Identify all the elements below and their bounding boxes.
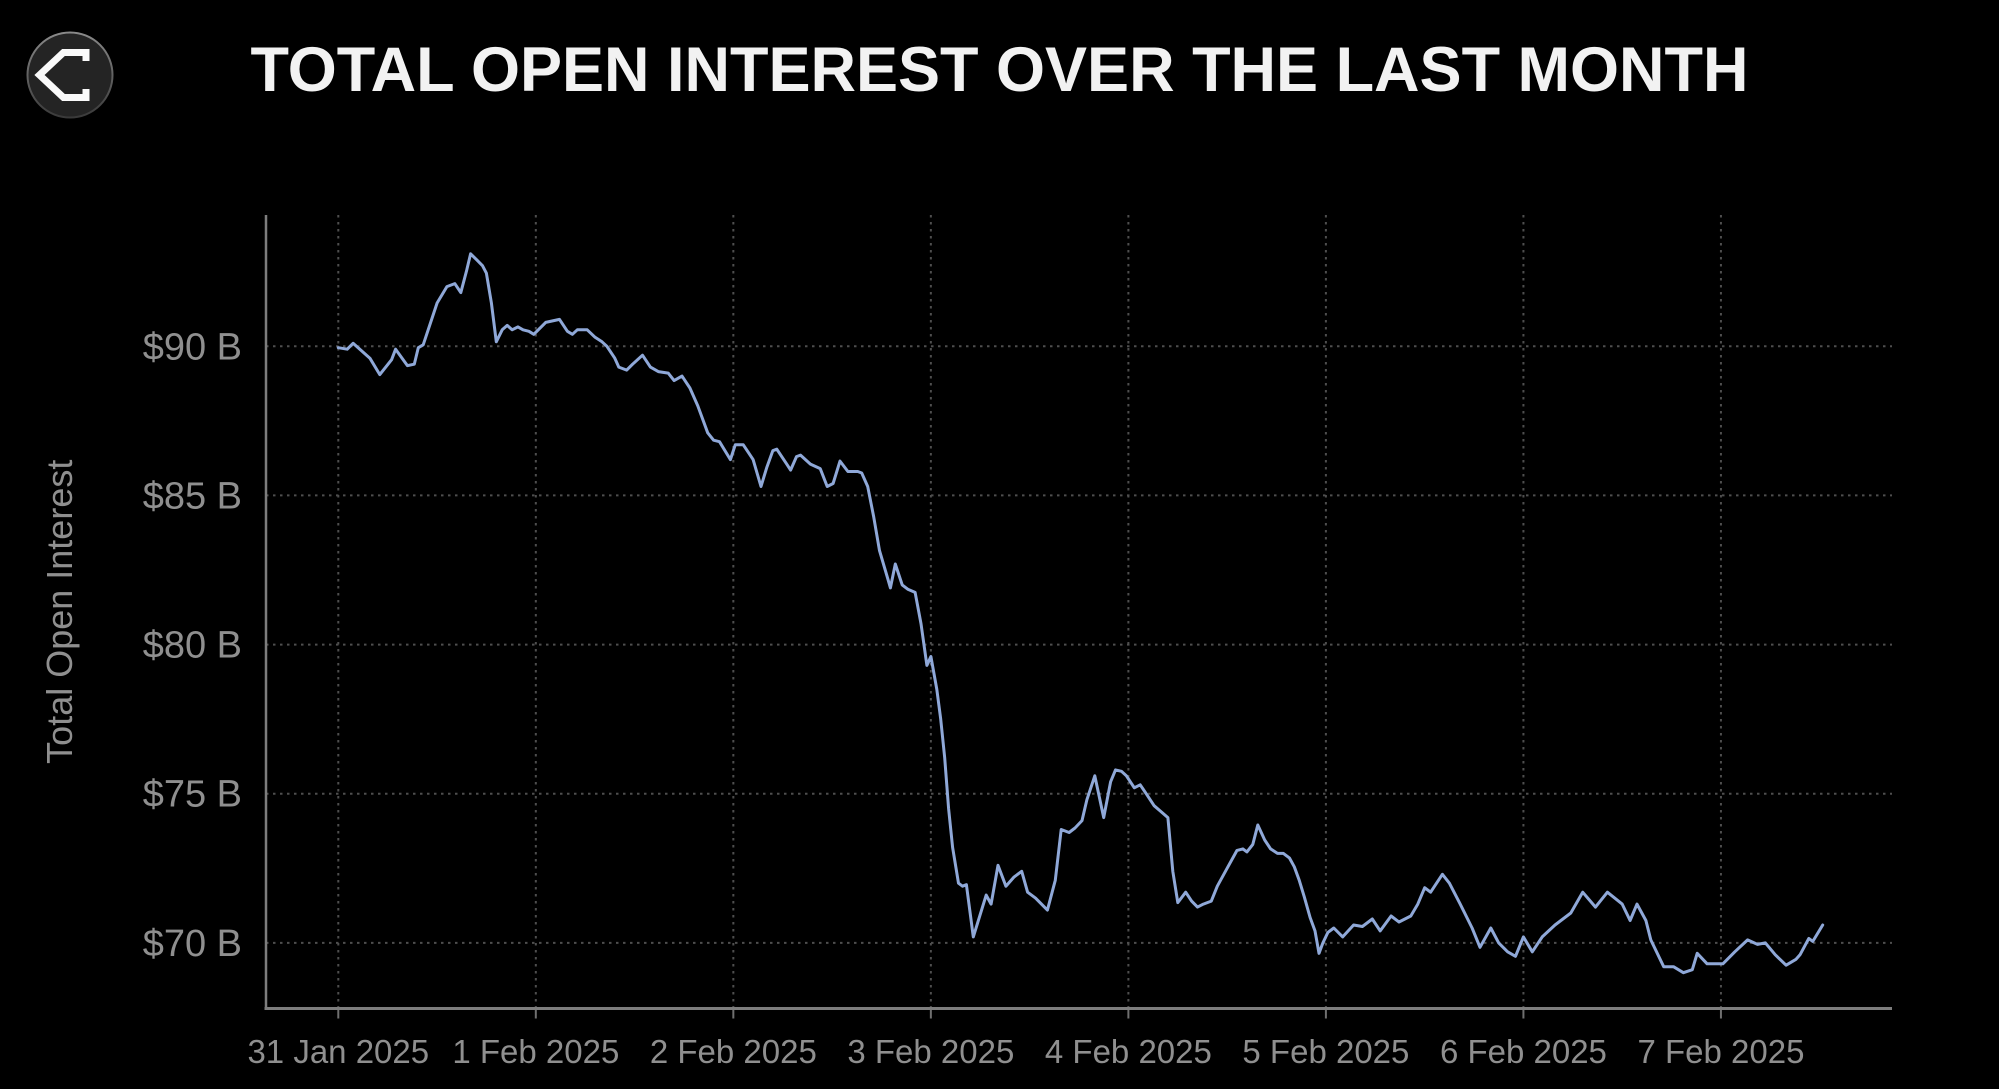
oi-line-series <box>336 252 1825 975</box>
x-tick-label: 7 Feb 2025 <box>1637 1033 1804 1070</box>
y-tick-label: $85 B <box>143 475 242 517</box>
x-tick-label: 5 Feb 2025 <box>1242 1033 1409 1070</box>
sigma-icon <box>26 31 114 119</box>
x-tick-label: 31 Jan 2025 <box>247 1033 429 1070</box>
y-tick-label: $75 B <box>143 774 242 816</box>
x-tick-label: 2 Feb 2025 <box>650 1033 817 1070</box>
x-tick-label: 6 Feb 2025 <box>1440 1033 1607 1070</box>
y-tick-label: $90 B <box>143 326 242 368</box>
logo <box>26 31 114 119</box>
page-title: TOTAL OPEN INTEREST OVER THE LAST MONTH <box>250 35 1749 105</box>
x-tick-label: 3 Feb 2025 <box>847 1033 1014 1070</box>
x-tick-label: 1 Feb 2025 <box>452 1033 619 1070</box>
y-tick-label: $70 B <box>143 923 242 965</box>
x-tick-label: 4 Feb 2025 <box>1045 1033 1212 1070</box>
y-tick-label: $80 B <box>143 625 242 667</box>
y-axis-title: Total Open Interest <box>39 460 80 764</box>
